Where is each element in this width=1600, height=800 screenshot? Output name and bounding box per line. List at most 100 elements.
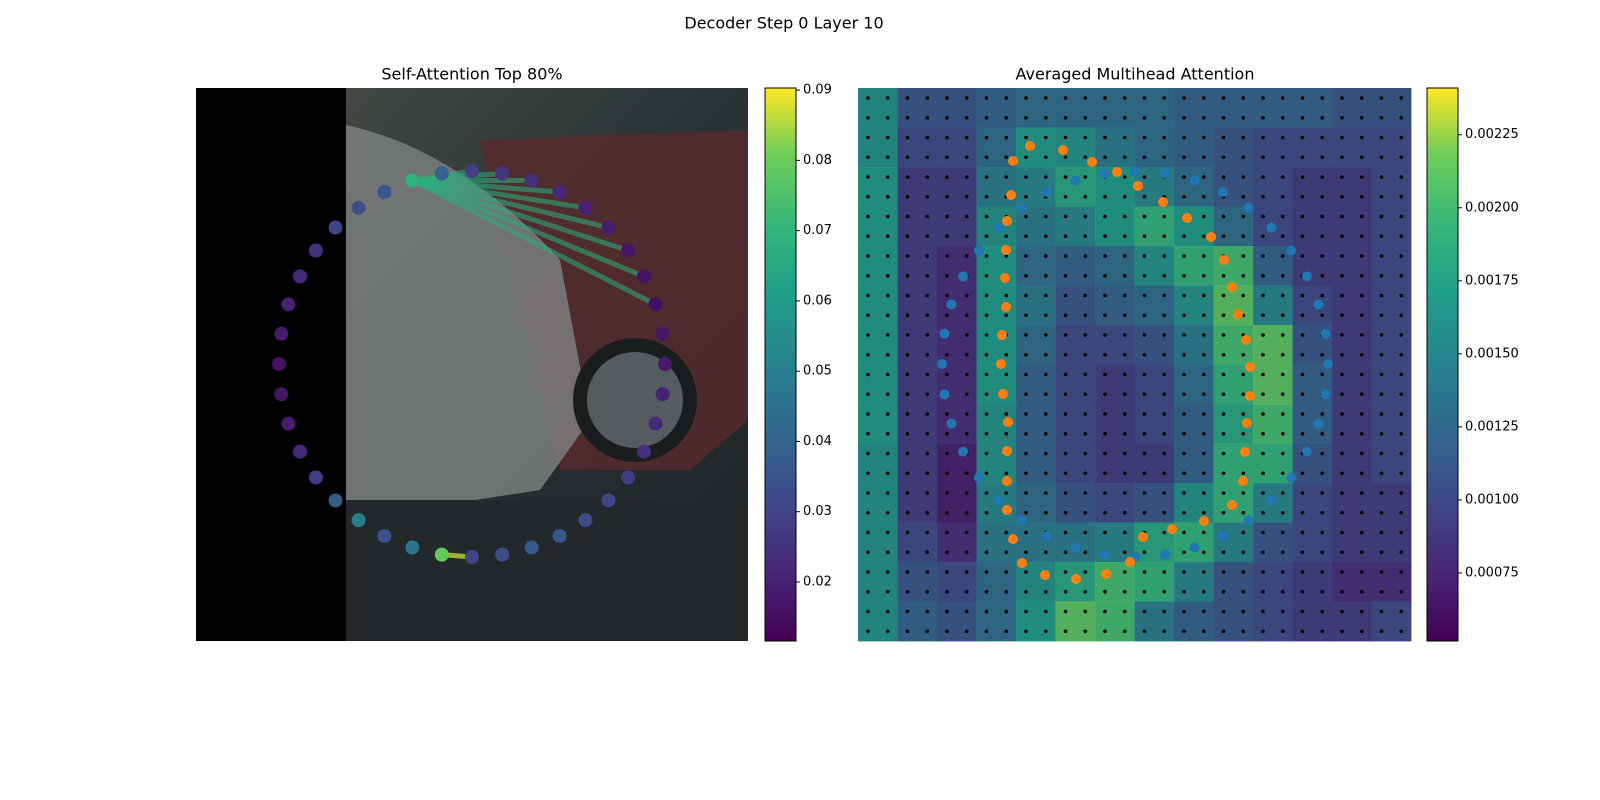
grid-dot [1399, 451, 1404, 456]
grid-dot [1261, 372, 1265, 377]
query-point [578, 513, 593, 528]
grid-dot [964, 194, 969, 199]
grid-dot [1261, 570, 1265, 574]
grid-dot [1182, 431, 1186, 436]
grid-dot [1280, 570, 1285, 574]
grid-dot [1221, 570, 1226, 574]
grid-dot [885, 550, 890, 555]
grid-dot [1122, 589, 1127, 594]
grid-dot [1359, 234, 1364, 239]
grid-dot [1359, 352, 1364, 357]
grid-dot [1162, 135, 1167, 140]
query-point [405, 173, 420, 188]
heatmap-cell [1292, 404, 1333, 444]
grid-dot [1399, 491, 1404, 495]
grid-dot [945, 451, 949, 456]
grid-dot [964, 392, 969, 397]
grid-dot [1063, 254, 1068, 258]
grid-dot [1043, 214, 1048, 219]
grid-dot [964, 431, 969, 436]
grid-dot [984, 96, 989, 100]
grid-dot [1024, 629, 1028, 634]
grid-dot [1359, 372, 1364, 377]
query-point [293, 444, 308, 459]
grid-dot [885, 333, 890, 337]
grid-dot [905, 412, 910, 416]
grid-dot [1004, 431, 1009, 436]
reference-point [1320, 389, 1331, 400]
query-point [495, 547, 510, 562]
grid-dot [905, 372, 910, 377]
heatmap-cell [1016, 127, 1056, 168]
heatmap-cell [1095, 562, 1135, 602]
grid-dot [1340, 254, 1344, 258]
heatmap-cell [1371, 167, 1412, 207]
heatmap-cell [1174, 127, 1214, 168]
attention-lines [411, 168, 657, 560]
grid-dot [1300, 155, 1305, 160]
colorbar-tick-label: 0.08 [803, 153, 832, 168]
heatmap-cell [1016, 206, 1056, 247]
grid-dot [1162, 96, 1167, 100]
grid-dot [1201, 570, 1206, 574]
grid-dot [905, 254, 910, 258]
grid-dot [1083, 293, 1088, 298]
grid-dot [1004, 550, 1009, 555]
heatmap-cell [937, 562, 977, 602]
grid-dot [1004, 629, 1009, 634]
query-point [636, 444, 651, 459]
query-point [274, 387, 289, 402]
grid-dot [1379, 352, 1384, 357]
heatmap-cell [1055, 246, 1096, 286]
query-point [636, 269, 651, 284]
heatmap-cell [1174, 562, 1214, 602]
grid-dot [1083, 431, 1088, 436]
grid-dot [1261, 135, 1265, 140]
heatmap-cell [1016, 443, 1056, 484]
reference-point [946, 299, 957, 310]
heatmap-cell [1253, 601, 1293, 642]
grid-dot [1399, 313, 1404, 318]
predicted-point [1242, 418, 1252, 428]
grid-dot [1103, 412, 1107, 416]
heatmap-cell [1134, 285, 1175, 326]
colorbar-tick-label: 0.00200 [1465, 200, 1519, 215]
grid-dot [1379, 589, 1384, 594]
grid-dot [1182, 293, 1186, 298]
grid-dot [1103, 609, 1107, 614]
grid-dot [1201, 155, 1206, 160]
grid-dot [964, 96, 969, 100]
grid-dot [984, 412, 989, 416]
predicted-point [1227, 282, 1237, 292]
grid-dot [1024, 451, 1028, 456]
grid-dot [1300, 431, 1305, 436]
grid-dot [1261, 392, 1265, 397]
grid-dot [925, 609, 930, 614]
grid-dot [925, 194, 930, 199]
grid-dot [1063, 333, 1068, 337]
grid-dot [1340, 352, 1344, 357]
grid-dot [1320, 352, 1325, 357]
grid-dot [1201, 589, 1206, 594]
grid-dot [905, 352, 910, 357]
grid-dot [1320, 570, 1325, 574]
reference-point [1099, 549, 1110, 560]
grid-dot [1024, 491, 1028, 495]
grid-dot [1083, 570, 1088, 574]
grid-dot [1379, 629, 1384, 634]
heatmap-cell [937, 127, 977, 168]
wheel [573, 338, 697, 462]
grid-dot [1162, 115, 1167, 120]
grid-dot [1221, 431, 1226, 436]
grid-dot [905, 234, 910, 239]
grid-dot [1122, 530, 1127, 535]
grid-dot [945, 510, 949, 515]
grid-dot [1379, 234, 1384, 239]
heatmap-cell [1134, 562, 1175, 602]
heatmap-cell [858, 167, 898, 207]
predicted-point [1025, 141, 1035, 151]
grid-dot [1399, 135, 1404, 140]
heatmap-cell [1055, 522, 1096, 563]
reference-point [1313, 418, 1324, 429]
predicted-point [1000, 273, 1010, 283]
